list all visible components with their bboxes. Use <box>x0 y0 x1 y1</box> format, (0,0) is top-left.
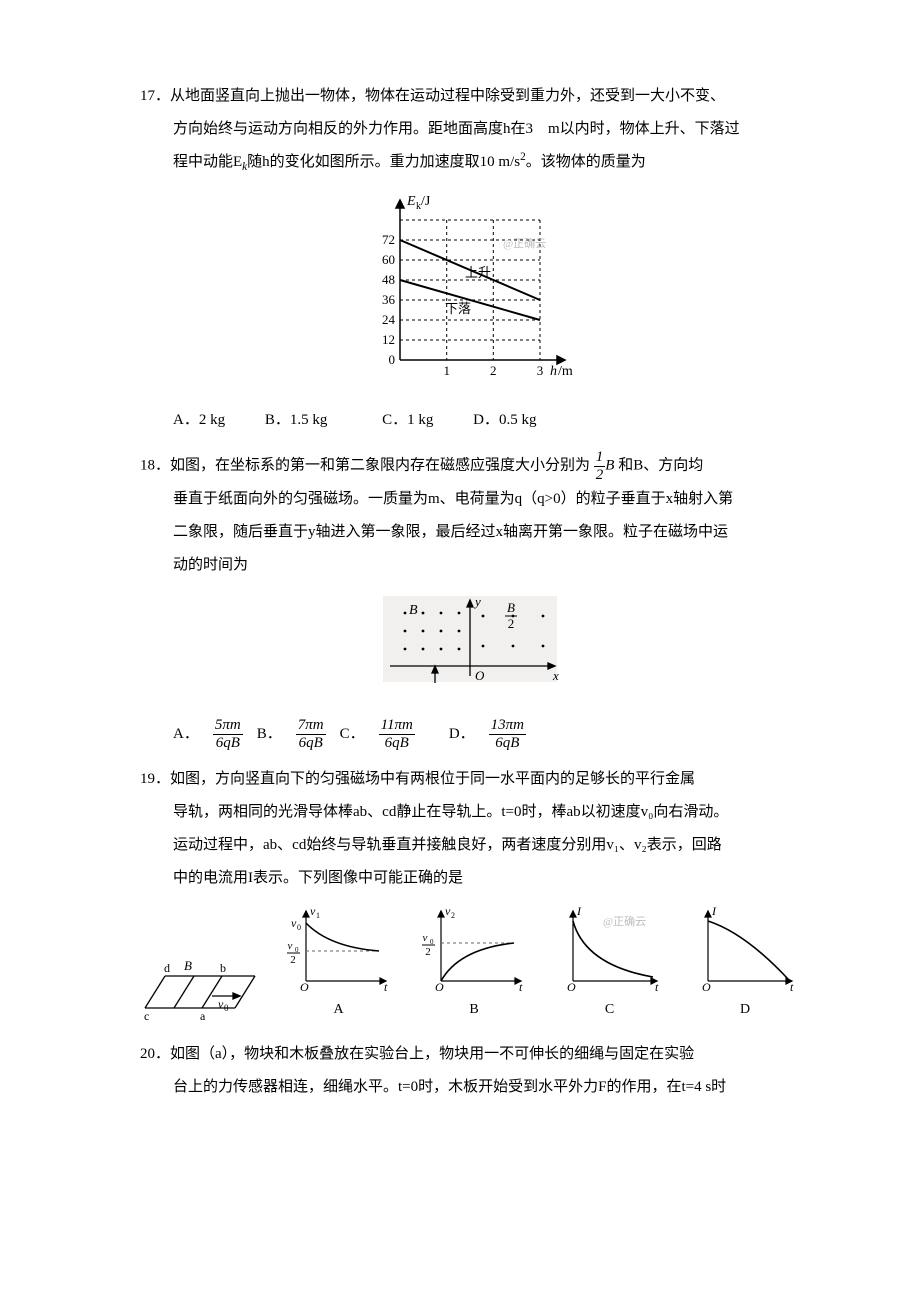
svg-text:x: x <box>552 668 559 683</box>
svg-text:c: c <box>144 1009 149 1023</box>
q20-l2: 台上的力传感器相连，细绳水平。t=0时，木板开始受到水平外力F的作用，在t=4 … <box>140 1071 800 1104</box>
q17-l3: 程中动能Ek随h的变化如图所示。重力加速度取10 m/s2。该物体的质量为 <box>140 146 800 179</box>
q19-l3: 运动过程中，ab、cd始终与导轨垂直并接触良好，两者速度分别用v₁、v₂表示，回… <box>140 829 800 862</box>
svg-text:y: y <box>473 594 481 609</box>
svg-text:36: 36 <box>382 292 396 307</box>
q19-l2: 导轨，两相同的光滑导体棒ab、cd静止在导轨上。t=0时，棒ab以初速度v₀向右… <box>140 796 800 829</box>
svg-text:h: h <box>550 364 557 379</box>
q17-l1: 从地面竖直向上抛出一物体，物体在运动过程中除受到重力外，还受到一大小不变、 <box>170 88 725 104</box>
svg-text:2: 2 <box>508 616 515 631</box>
q17-chart: 0 12 24 36 48 60 72 1 2 3 E k /J h /m 上升… <box>140 185 800 398</box>
problem-17: 17．从地面竖直向上抛出一物体，物体在运动过程中除受到重力外，还受到一大小不变、… <box>140 80 800 437</box>
svg-text:3: 3 <box>537 363 544 378</box>
q18-l1: 18．如图，在坐标系的第一和第二象限内存在磁感应强度大小分别为 12B 和B、方… <box>140 449 800 483</box>
svg-text:12: 12 <box>382 332 395 347</box>
svg-text:上升: 上升 <box>465 265 491 280</box>
svg-text:B: B <box>409 603 418 618</box>
svg-text:O: O <box>567 980 576 993</box>
q17-options: A．2 kg B．1.5 kg C．1 kg D．0.5 kg <box>140 404 800 437</box>
q19-l1: 19．如图，方向竖直向下的匀强磁场中有两根位于同一水平面内的足够长的平行金属 <box>140 763 800 796</box>
svg-text:B: B <box>184 958 192 973</box>
q19-chart-D: I O t D <box>690 903 800 1026</box>
svg-text:2: 2 <box>490 363 497 378</box>
svg-text:1: 1 <box>443 363 450 378</box>
svg-text:72: 72 <box>382 232 395 247</box>
q17-number: 17． <box>140 88 170 104</box>
svg-text:/J: /J <box>421 194 431 209</box>
q19-chart-C: I O t @正确云 C <box>555 903 665 1026</box>
svg-text:O: O <box>300 980 309 993</box>
svg-text:48: 48 <box>382 272 395 287</box>
q18-diagram: B B 2 O x y <box>140 588 800 711</box>
svg-text:d: d <box>164 961 170 975</box>
q18-l4: 动的时间为 <box>140 549 800 582</box>
svg-text:24: 24 <box>382 312 396 327</box>
svg-text:/m: /m <box>558 364 573 379</box>
svg-text:t: t <box>790 980 794 993</box>
svg-text:v: v <box>423 932 428 944</box>
svg-text:b: b <box>220 961 226 975</box>
q19-l4: 中的电流用I表示。下列图像中可能正确的是 <box>140 862 800 895</box>
svg-text:O: O <box>435 980 444 993</box>
q18-l2: 垂直于纸面向外的匀强磁场。一质量为m、电荷量为q（q>0）的粒子垂直于x轴射入第 <box>140 483 800 516</box>
q19-setup: d c b a B v 0 <box>140 948 258 1026</box>
q19-figures: d c b a B v 0 v1 v0 <box>140 903 800 1026</box>
q18-options: A． 5πm6qB B． 7πm6qB C． 11πm6qB D． 13πm6q… <box>140 717 800 751</box>
svg-text:2: 2 <box>290 954 296 966</box>
svg-text:B: B <box>507 600 515 615</box>
svg-text:a: a <box>200 1009 206 1023</box>
svg-text:0: 0 <box>389 352 396 367</box>
problem-18: 18．如图，在坐标系的第一和第二象限内存在磁感应强度大小分别为 12B 和B、方… <box>140 449 800 751</box>
q17-l2: 方向始终与运动方向相反的外力作用。距地面高度h在3 m以内时，物体上升、下落过 <box>140 113 800 146</box>
svg-text:@正确云: @正确云 <box>503 237 546 250</box>
svg-text:60: 60 <box>382 252 395 267</box>
svg-text:v: v <box>287 940 292 952</box>
problem-20: 20．如图（a），物块和木板叠放在实验台上，物块用一不可伸长的细绳与固定在实验 … <box>140 1038 800 1104</box>
svg-text:I: I <box>711 904 717 918</box>
svg-text:1: 1 <box>316 911 320 920</box>
problem-17-text: 17．从地面竖直向上抛出一物体，物体在运动过程中除受到重力外，还受到一大小不变、 <box>140 80 800 113</box>
problem-19: 19．如图，方向竖直向下的匀强磁场中有两根位于同一水平面内的足够长的平行金属 导… <box>140 763 800 1026</box>
svg-text:下落: 下落 <box>445 301 471 316</box>
q18-l3: 二象限，随后垂直于y轴进入第一象限，最后经过x轴离开第一象限。粒子在磁场中运 <box>140 516 800 549</box>
svg-text:@正确云: @正确云 <box>603 915 646 928</box>
svg-text:E: E <box>406 194 416 209</box>
svg-text:t: t <box>655 980 659 993</box>
q19-chart-B: v2 v0 2 O t B <box>419 903 529 1026</box>
svg-text:2: 2 <box>425 946 431 958</box>
q19-chart-A: v1 v0 v0 2 O t A <box>284 903 394 1026</box>
svg-text:2: 2 <box>451 911 455 920</box>
svg-text:0: 0 <box>224 1003 229 1013</box>
q20-l1: 20．如图（a），物块和木板叠放在实验台上，物块用一不可伸长的细绳与固定在实验 <box>140 1038 800 1071</box>
svg-text:O: O <box>702 980 711 993</box>
svg-text:t: t <box>384 980 388 993</box>
svg-text:t: t <box>519 980 523 993</box>
svg-text:O: O <box>475 668 485 683</box>
svg-text:0: 0 <box>297 923 301 932</box>
svg-text:I: I <box>576 904 582 918</box>
